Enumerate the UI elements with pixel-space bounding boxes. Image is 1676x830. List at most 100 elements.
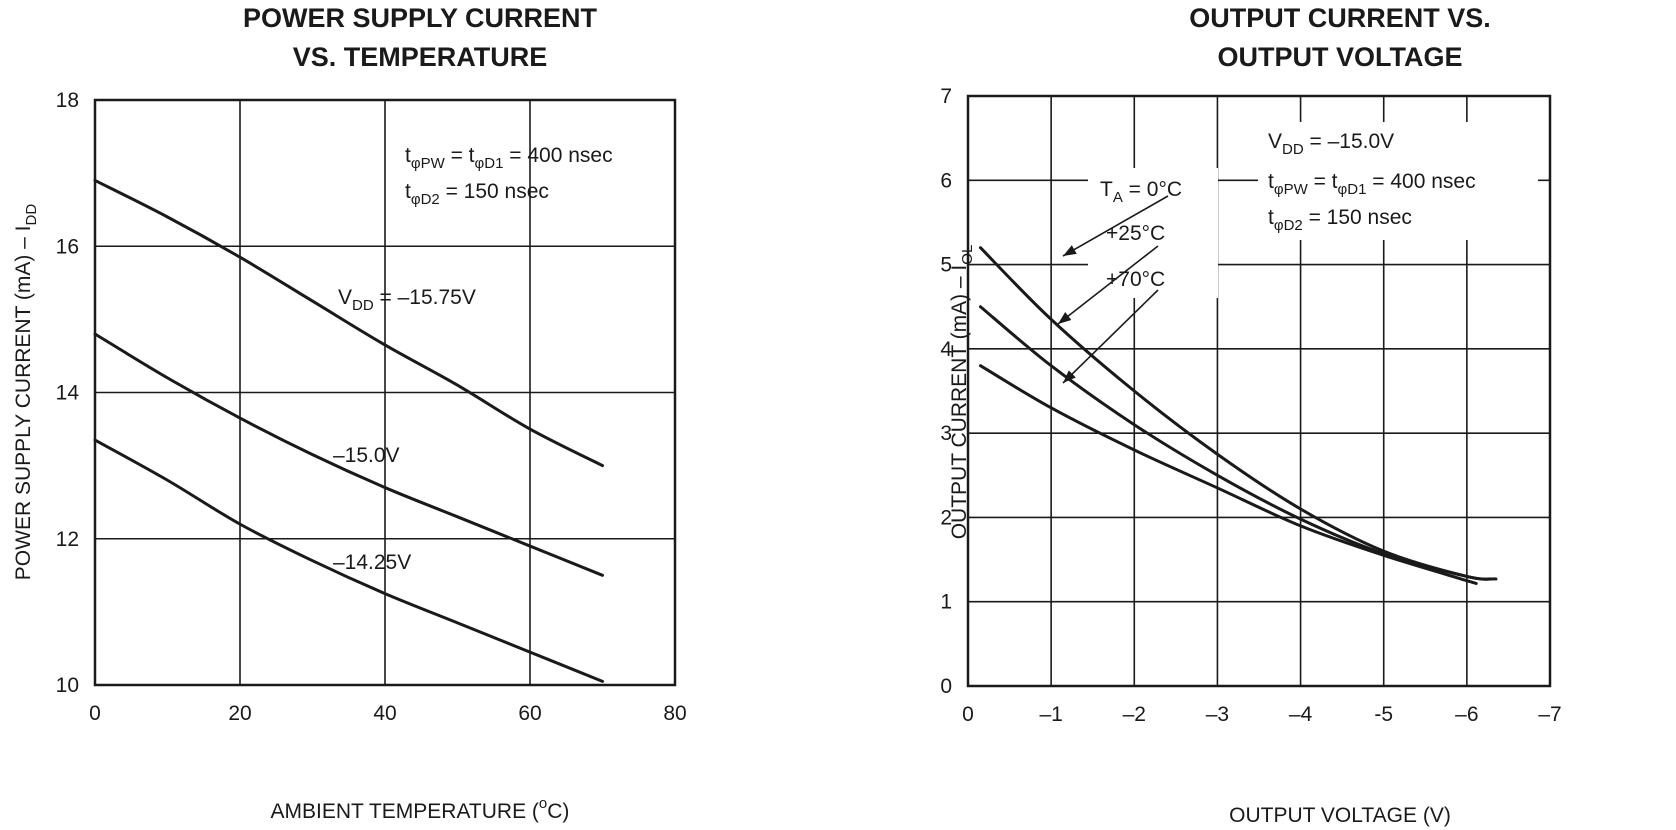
text-fragment: T bbox=[1100, 178, 1113, 201]
text-fragment: t bbox=[1268, 170, 1274, 193]
output-current-chart: OUTPUT CURRENT VS. OUTPUT VOLTAGE 0 –1 –2 –… bbox=[940, 3, 1561, 827]
text-fragment: φPW bbox=[1274, 181, 1309, 198]
chart-title-line-2: VS. TEMPERATURE bbox=[293, 42, 548, 72]
text-fragment: t bbox=[405, 144, 411, 167]
x-tick-label: 60 bbox=[518, 702, 541, 725]
text-fragment: –15.0V bbox=[333, 444, 400, 467]
y-tick-label: 4 bbox=[940, 338, 952, 361]
y-tick-label: 16 bbox=[56, 235, 79, 258]
text-fragment: = t bbox=[445, 144, 475, 167]
text-fragment: = 150 nsec bbox=[1303, 206, 1412, 229]
y-axis-label-text: POWER SUPPLY CURRENT (mA) – I bbox=[12, 225, 35, 580]
chart-title-line-2: OUTPUT VOLTAGE bbox=[1218, 42, 1463, 72]
text-fragment: V bbox=[1268, 130, 1282, 153]
text-fragment: = 400 nsec bbox=[1366, 170, 1475, 193]
y-tick-label: 14 bbox=[56, 382, 80, 405]
series-label-1: +25°C bbox=[1106, 222, 1165, 245]
series-lines bbox=[978, 246, 1498, 585]
text-fragment: = –15.0V bbox=[1304, 130, 1395, 153]
x-tick-label: –7 bbox=[1538, 703, 1561, 726]
text-fragment: φD2 bbox=[1274, 217, 1303, 234]
text-fragment: A bbox=[1113, 189, 1123, 206]
text-fragment: = 150 nsec bbox=[440, 180, 549, 203]
y-tick-label: 6 bbox=[940, 169, 952, 192]
y-tick-label: 18 bbox=[56, 89, 79, 112]
condition-timing-line-1: tφPW = tφD1 = 400 nsec bbox=[1268, 170, 1476, 198]
series-arrow-0 bbox=[1062, 195, 1169, 257]
text-fragment: +70°C bbox=[1106, 268, 1165, 291]
tick-labels: 0 –1 –2 –3 –4 -5 –6 –7 0 1 2 3 4 5 6 7 bbox=[940, 85, 1561, 726]
series-line-2 bbox=[978, 364, 1478, 585]
x-tick-label: 0 bbox=[89, 702, 101, 725]
y-tick-label: 12 bbox=[56, 528, 79, 551]
text-fragment: φD1 bbox=[475, 155, 504, 172]
y-tick-label: 1 bbox=[940, 591, 952, 614]
chart-title-line-1: OUTPUT CURRENT VS. bbox=[1189, 3, 1491, 33]
series-line-1 bbox=[978, 305, 1494, 581]
x-axis-label: OUTPUT VOLTAGE (V) bbox=[1229, 804, 1451, 827]
x-axis-label-tail: C) bbox=[547, 800, 569, 823]
y-tick-label: 2 bbox=[940, 506, 952, 529]
x-tick-label: –2 bbox=[1123, 703, 1146, 726]
x-axis-label-superscript: o bbox=[539, 795, 547, 812]
text-fragment: V bbox=[338, 286, 352, 309]
x-axis-label: AMBIENT TEMPERATURE (oC) bbox=[271, 795, 570, 823]
condition-vdd: VDD = –15.0V bbox=[1268, 130, 1394, 158]
condition-backdrop bbox=[1258, 122, 1538, 240]
power-supply-current-chart: POWER SUPPLY CURRENT VS. TEMPERATURE 0 20… bbox=[12, 3, 687, 823]
y-tick-label: 10 bbox=[56, 674, 79, 697]
plot-frame bbox=[966, 94, 1552, 688]
text-fragment: φPW bbox=[411, 155, 446, 172]
condition-timing-line-2: tφD2 = 150 nsec bbox=[1268, 206, 1412, 234]
series-line-2 bbox=[93, 438, 604, 683]
series-label-backdrop bbox=[1088, 168, 1218, 298]
x-tick-label: –6 bbox=[1455, 703, 1478, 726]
text-fragment: DD bbox=[352, 297, 374, 314]
series-arrow-2 bbox=[1062, 289, 1159, 384]
text-fragment: –14.25V bbox=[333, 551, 411, 574]
tick-labels: 0 20 40 60 80 10 12 14 16 18 bbox=[56, 89, 687, 725]
chart-title-line-1: POWER SUPPLY CURRENT bbox=[243, 3, 598, 33]
text-fragment: φD2 bbox=[411, 191, 440, 208]
series-arrow-1 bbox=[1057, 245, 1159, 325]
condition-timing-line-2: tφD2 = 150 nsec bbox=[405, 180, 549, 208]
y-tick-label: 7 bbox=[940, 85, 952, 108]
y-axis-label: POWER SUPPLY CURRENT (mA) – IDD bbox=[12, 204, 40, 581]
series-label-0: VDD = –15.75V bbox=[338, 286, 476, 314]
y-tick-label: 0 bbox=[940, 675, 952, 698]
text-fragment: = 0°C bbox=[1123, 178, 1182, 201]
x-tick-label: -5 bbox=[1374, 703, 1393, 726]
series-lines bbox=[93, 178, 604, 683]
grid bbox=[93, 98, 677, 687]
x-axis-label-text: OUTPUT VOLTAGE (V) bbox=[1229, 804, 1451, 827]
text-fragment: = 400 nsec bbox=[503, 144, 612, 167]
x-tick-label: 80 bbox=[663, 702, 686, 725]
y-axis-label: OUTPUT CURRENT (mA) – IOL bbox=[948, 245, 976, 540]
condition-timing-line-1: tφPW = tφD1 = 400 nsec bbox=[405, 144, 613, 172]
y-axis-label-text: OUTPUT CURRENT (mA) – I bbox=[948, 265, 971, 540]
series-label-1: –15.0V bbox=[333, 444, 400, 467]
y-tick-label: 3 bbox=[940, 422, 952, 445]
series-label-2: +70°C bbox=[1106, 268, 1165, 291]
x-tick-label: 20 bbox=[228, 702, 251, 725]
y-axis-label-subscript: DD bbox=[23, 204, 40, 226]
y-axis-label-subscript: OL bbox=[959, 245, 976, 265]
x-axis-label-text: AMBIENT TEMPERATURE ( bbox=[271, 800, 539, 823]
series-line-0 bbox=[978, 246, 1498, 581]
text-fragment: t bbox=[1268, 206, 1274, 229]
x-tick-label: –1 bbox=[1039, 703, 1062, 726]
x-tick-label: –4 bbox=[1289, 703, 1313, 726]
x-tick-label: 40 bbox=[373, 702, 396, 725]
series-label-2: –14.25V bbox=[333, 551, 411, 574]
text-fragment: = t bbox=[1308, 170, 1338, 193]
y-tick-label: 5 bbox=[940, 254, 952, 277]
series-label-0: TA = 0°C bbox=[1100, 178, 1182, 206]
text-fragment: φD1 bbox=[1338, 181, 1367, 198]
x-tick-label: –3 bbox=[1206, 703, 1229, 726]
x-tick-label: 0 bbox=[962, 703, 974, 726]
text-fragment: DD bbox=[1282, 141, 1304, 158]
series-line-0 bbox=[93, 178, 604, 468]
